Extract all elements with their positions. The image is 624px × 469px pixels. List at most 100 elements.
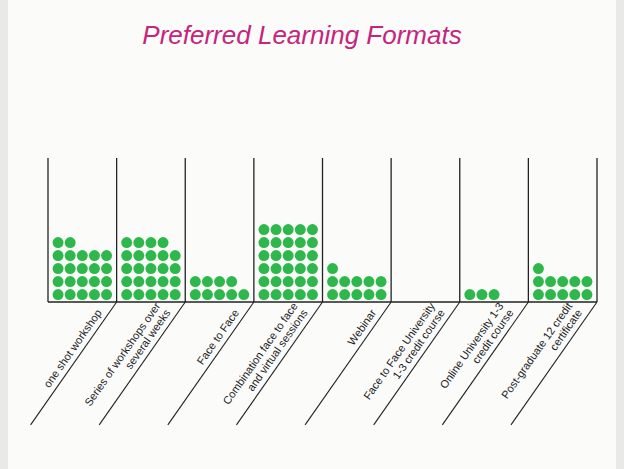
vote-dot <box>533 263 544 274</box>
category-label-line: Face to Face University <box>361 300 437 402</box>
vote-dot <box>258 250 269 261</box>
vote-dot <box>226 289 237 300</box>
vote-dot <box>283 263 294 274</box>
vote-dot <box>101 263 112 274</box>
vote-dot <box>295 289 306 300</box>
vote-dot <box>307 237 318 248</box>
vote-dot <box>295 263 306 274</box>
vote-dot <box>145 263 156 274</box>
category-label-line: one shot workshop <box>41 307 104 390</box>
vote-dot <box>569 276 580 287</box>
vote-dot <box>53 289 64 300</box>
vote-dot <box>133 263 144 274</box>
vote-dot <box>190 276 201 287</box>
vote-dot <box>464 289 475 300</box>
vote-dot <box>363 289 374 300</box>
vote-dot <box>77 250 88 261</box>
vote-dot <box>121 289 132 300</box>
vote-dot <box>101 289 112 300</box>
category-label-line: Online University 1-3 <box>437 300 505 391</box>
category-label-line: Face to Face <box>194 307 241 366</box>
vote-dot <box>89 276 100 287</box>
vote-dot <box>363 276 374 287</box>
category-label: Post-graduate 12 creditcertificate <box>499 300 584 407</box>
vote-dot <box>158 276 169 287</box>
dots <box>53 224 593 300</box>
vote-dot <box>89 289 100 300</box>
vote-dot <box>121 263 132 274</box>
vote-dot <box>283 289 294 300</box>
vote-dot <box>77 276 88 287</box>
vote-dot <box>295 276 306 287</box>
vote-dot <box>89 250 100 261</box>
vote-dot <box>295 237 306 248</box>
category-label-line: Series of workshops over <box>82 300 163 408</box>
vote-dot <box>65 276 76 287</box>
category-label-line: certificate <box>547 307 584 352</box>
vote-dot <box>121 237 132 248</box>
vote-dot <box>214 289 225 300</box>
vote-dot <box>158 263 169 274</box>
vote-dot <box>238 289 249 300</box>
column-line <box>459 158 460 302</box>
label-separator <box>31 302 117 425</box>
vote-dot <box>327 289 338 300</box>
vote-dot <box>258 263 269 274</box>
category-label: Combination face to faceand virtual sess… <box>220 300 310 414</box>
vote-dot <box>158 289 169 300</box>
vote-dot <box>158 250 169 261</box>
vote-dot <box>133 250 144 261</box>
vote-dot <box>569 289 580 300</box>
vote-dot <box>557 289 568 300</box>
vote-dot <box>258 289 269 300</box>
label-separator <box>305 302 391 425</box>
vote-dot <box>202 276 213 287</box>
vote-dot <box>351 276 362 287</box>
vote-dot <box>101 250 112 261</box>
vote-dot <box>581 289 592 300</box>
vote-dot <box>53 263 64 274</box>
vote-dot <box>65 237 76 248</box>
vote-dot <box>145 276 156 287</box>
vote-dot <box>533 289 544 300</box>
vote-dot <box>170 276 181 287</box>
category-label: Online University 1-3credit course <box>437 300 515 397</box>
vote-dot <box>170 250 181 261</box>
vote-dot <box>53 276 64 287</box>
vote-dot <box>295 250 306 261</box>
chart: Preferred Learning Formatsone shot works… <box>0 0 624 469</box>
vote-dot <box>258 237 269 248</box>
vote-dot <box>327 276 338 287</box>
vote-dot <box>121 250 132 261</box>
vote-dot <box>307 224 318 235</box>
vote-dot <box>476 289 487 300</box>
vote-dot <box>283 237 294 248</box>
category-label: Face to Face <box>194 307 241 366</box>
vote-dot <box>121 276 132 287</box>
vote-dot <box>271 237 282 248</box>
vote-dot <box>271 250 282 261</box>
column-line <box>528 158 529 302</box>
vote-dot <box>581 276 592 287</box>
vote-dot <box>65 263 76 274</box>
category-label-line: several weeks <box>123 307 173 371</box>
vote-dot <box>307 250 318 261</box>
vote-dot <box>53 237 64 248</box>
vote-dot <box>376 289 387 300</box>
vote-dot <box>283 276 294 287</box>
vote-dot <box>202 289 213 300</box>
vote-dot <box>53 250 64 261</box>
vote-dot <box>295 224 306 235</box>
vote-dot <box>158 237 169 248</box>
vote-dot <box>226 276 237 287</box>
vote-dot <box>65 289 76 300</box>
column-line <box>390 158 391 302</box>
vote-dot <box>271 263 282 274</box>
column-line <box>596 158 597 302</box>
vote-dot <box>133 276 144 287</box>
vote-dot <box>101 276 112 287</box>
column-line <box>185 158 186 302</box>
vote-dot <box>89 263 100 274</box>
label-separator <box>168 302 254 425</box>
vote-dot <box>307 276 318 287</box>
